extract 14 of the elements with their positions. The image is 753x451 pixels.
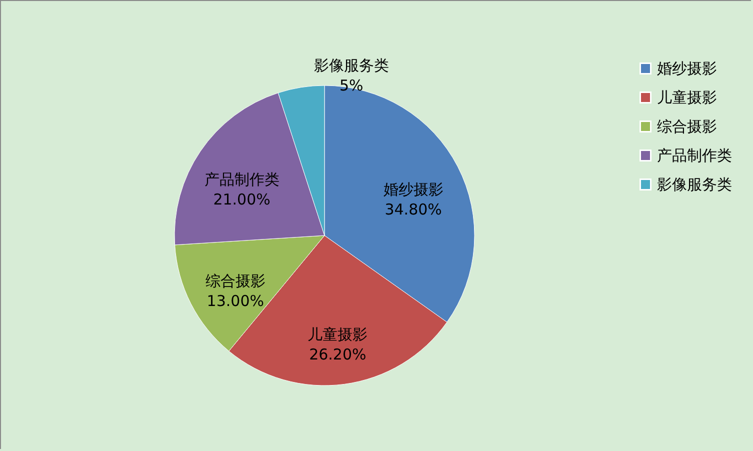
legend-label: 婚纱摄影 bbox=[657, 60, 717, 78]
slice-label: 儿童摄影 bbox=[308, 326, 368, 344]
legend-label: 儿童摄影 bbox=[657, 88, 717, 106]
slice-label: 综合摄影 bbox=[205, 272, 266, 290]
legend-label: 产品制作类 bbox=[657, 146, 732, 164]
legend-label: 影像服务类 bbox=[657, 176, 732, 194]
data-label: 26.20% bbox=[309, 346, 366, 364]
slice-label: 婚纱摄影 bbox=[383, 180, 444, 199]
legend-label: 综合摄影 bbox=[657, 118, 717, 136]
data-label: 34.80% bbox=[384, 200, 442, 219]
slice-label: 影像服务类 bbox=[314, 56, 389, 75]
slice-label: 产品制作类 bbox=[204, 170, 280, 188]
data-label: 13.00% bbox=[206, 292, 264, 310]
data-label: 21.00% bbox=[213, 190, 270, 208]
